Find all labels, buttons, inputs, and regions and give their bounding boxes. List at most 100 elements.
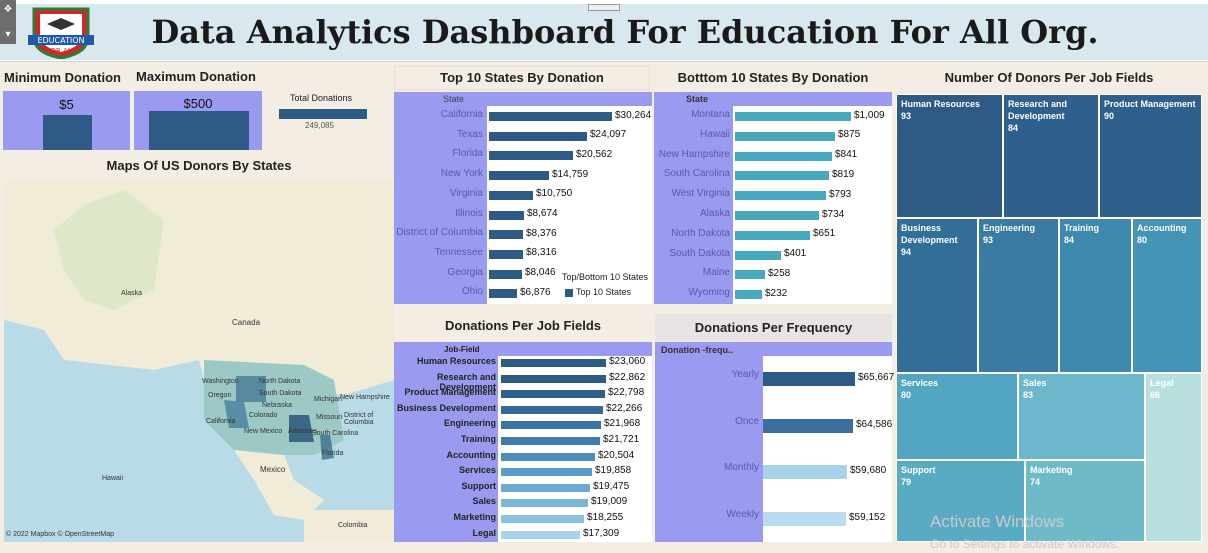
treemap-cell[interactable]: Services 80 [896, 373, 1018, 460]
bar-mark[interactable] [501, 515, 584, 523]
jobfield-column-header[interactable]: Job-Field [444, 345, 480, 354]
bar-mark[interactable] [501, 421, 601, 430]
treemap-cell[interactable]: Product Management 90 [1099, 94, 1202, 218]
bar-mark[interactable] [501, 437, 600, 445]
category-label[interactable]: Maine [702, 267, 730, 279]
category-label[interactable]: South Carolina [663, 168, 730, 180]
bar-mark[interactable] [501, 483, 590, 492]
bar-mark[interactable] [735, 230, 810, 240]
treemap-cell[interactable]: Engineering 93 [978, 218, 1059, 373]
category-label[interactable]: Wyoming [688, 287, 730, 299]
category-label[interactable]: Montana [691, 109, 730, 120]
bar-mark[interactable] [489, 151, 573, 161]
bar-mark[interactable] [501, 530, 580, 539]
bar-mark[interactable] [735, 191, 826, 201]
bar-mark[interactable] [501, 468, 592, 477]
category-label[interactable]: West Virginia [671, 188, 730, 200]
treemap-cell[interactable]: Accounting 80 [1132, 218, 1202, 373]
category-label[interactable]: Alaska [699, 208, 730, 219]
category-label[interactable]: Engineering [443, 418, 496, 429]
bar-mark[interactable] [489, 249, 523, 259]
bar-mark[interactable] [763, 511, 846, 526]
category-label[interactable]: South Dakota [669, 247, 730, 259]
category-label[interactable]: Sales [472, 496, 496, 507]
chevron-down-icon[interactable]: ▾ [5, 29, 11, 40]
toolbar[interactable]: ❖ ▾ [0, 0, 16, 44]
frequency-column-header[interactable]: Donation -frequ.. [661, 345, 733, 355]
treemap-cell[interactable]: Marketing 74 [1025, 460, 1145, 542]
category-label[interactable]: North Dakota [671, 227, 730, 239]
bar-mark[interactable] [489, 210, 524, 220]
category-label[interactable]: District of Columbia [396, 227, 483, 239]
bar-mark[interactable] [763, 465, 847, 479]
bar-mark[interactable] [501, 374, 606, 383]
bar-mark[interactable] [735, 250, 781, 260]
category-label[interactable]: Human Resources [416, 356, 496, 366]
category-label[interactable]: Weekly [726, 508, 759, 520]
bar-mark[interactable] [735, 171, 829, 181]
bar-mark[interactable] [735, 112, 851, 121]
treemap-cell[interactable]: Training 84 [1059, 218, 1132, 373]
category-label[interactable]: Legal [472, 527, 496, 538]
bar-mark[interactable] [763, 418, 853, 433]
category-label[interactable]: Research and Development [436, 371, 496, 392]
category-label[interactable]: Florida [452, 148, 483, 160]
bar-mark[interactable] [501, 405, 603, 414]
category-label[interactable]: California [440, 109, 483, 120]
category-label[interactable]: Ohio [461, 286, 483, 298]
category-label[interactable]: Once [735, 415, 759, 427]
category-label[interactable]: Support [461, 480, 497, 491]
treemap-cell[interactable]: Support 79 [896, 460, 1025, 542]
treemap-cell[interactable]: Legal 66 [1145, 373, 1202, 542]
bar-mark[interactable] [501, 452, 595, 461]
treemap-cell-label: Accounting [1137, 223, 1187, 233]
bar-mark[interactable] [735, 211, 819, 220]
bar-mark[interactable] [763, 372, 855, 386]
bar-mark[interactable] [489, 131, 587, 141]
bar-mark[interactable] [489, 269, 522, 279]
category-label[interactable]: Illinois [455, 207, 483, 219]
treemap-cell[interactable]: Business Development 94 [896, 218, 978, 373]
category-label[interactable]: Training [460, 434, 496, 444]
top10-header-row [394, 92, 652, 106]
category-label[interactable]: Marketing [453, 512, 496, 522]
category-label[interactable]: Yearly [731, 369, 759, 380]
category-label[interactable]: Texas [456, 128, 483, 140]
us-donors-map[interactable]: Alaska Canada Washington North Dakota Or… [4, 180, 394, 542]
treemap-cell[interactable]: Sales 83 [1018, 373, 1145, 460]
category-label[interactable]: Product Management [404, 387, 496, 398]
map-label: Canada [232, 318, 261, 327]
bar-mark[interactable] [735, 290, 762, 300]
bar-mark[interactable] [489, 190, 533, 200]
bar-mark[interactable] [501, 499, 588, 508]
bar-mark[interactable] [489, 171, 549, 181]
category-label[interactable]: Tennessee [434, 246, 483, 258]
bar-mark[interactable] [489, 112, 612, 121]
bar-mark[interactable] [735, 131, 835, 141]
category-label[interactable]: Monthly [723, 462, 759, 473]
data-label: $64,586 [856, 418, 893, 430]
bar-mark[interactable] [735, 151, 832, 161]
category-label[interactable]: Business Development [396, 402, 496, 413]
category-label[interactable]: Virginia [449, 187, 483, 199]
category-label[interactable]: Services [458, 465, 496, 476]
top10-legend-item[interactable]: Top 10 States [576, 287, 632, 297]
treemap-cell[interactable]: Research and Development 84 [1003, 94, 1099, 218]
category-label[interactable]: Georgia [447, 266, 483, 278]
bar-mark[interactable] [501, 390, 605, 399]
category-label[interactable]: New Hampshire [658, 148, 730, 160]
category-label[interactable]: Accounting [446, 449, 497, 460]
bar-mark[interactable] [489, 230, 523, 240]
data-label: $24,097 [590, 129, 627, 141]
data-label: $18,255 [587, 512, 624, 523]
bar-mark[interactable] [489, 289, 517, 299]
bottom10-column-header[interactable]: State [686, 94, 709, 104]
drag-handle[interactable] [588, 4, 620, 11]
bar-mark[interactable] [735, 270, 765, 280]
category-label[interactable]: New York [440, 168, 483, 180]
pin-icon[interactable]: ❖ [3, 4, 13, 15]
category-label[interactable]: Hawaii [699, 128, 730, 140]
bar-mark[interactable] [501, 359, 606, 367]
treemap-cell[interactable]: Human Resources 93 [896, 94, 1003, 218]
top10-column-header[interactable]: State [442, 94, 464, 104]
